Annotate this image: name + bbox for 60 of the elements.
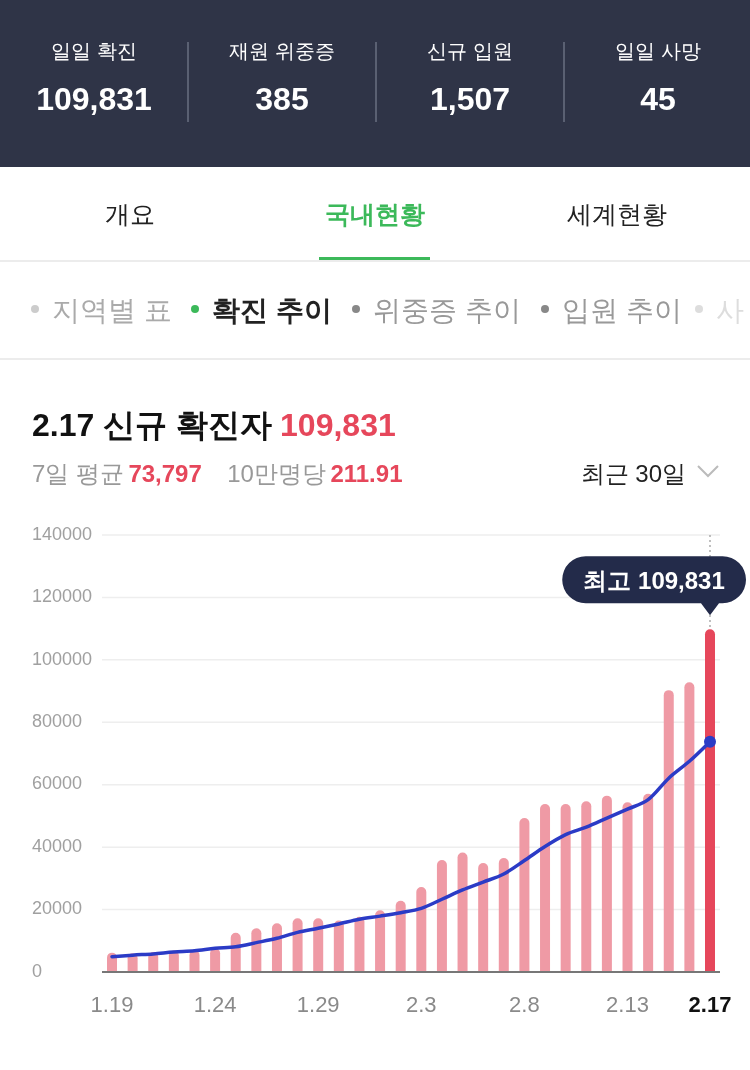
y-tick-label: 20000 [32, 898, 83, 919]
bar [395, 900, 406, 972]
text: 지역별 표 [52, 295, 172, 326]
text: 개요 [105, 200, 155, 228]
y-tick-label: 140000 [32, 523, 93, 544]
x-tick-label: 1.24 [193, 992, 237, 1017]
annotation: 최고 109,831 [583, 566, 725, 594]
text: 211.91 [330, 460, 403, 487]
bar [663, 690, 674, 972]
y-tick-label: 80000 [32, 711, 83, 732]
bar [457, 852, 468, 972]
text: 일일 사망 [615, 40, 701, 62]
text: 385 [255, 81, 309, 117]
text: 7일 평균 [32, 460, 125, 487]
bar [436, 859, 447, 972]
x-tick-label: 2.8 [509, 992, 540, 1017]
text: 위중증 추이 [373, 295, 521, 326]
bar [684, 682, 695, 972]
text: 일일 확진 [51, 40, 137, 62]
bar [416, 887, 427, 972]
bar [643, 793, 654, 972]
y-tick-label: 120000 [32, 586, 93, 607]
x-tick-label: 1.29 [296, 992, 340, 1017]
text: 입원 추이 [562, 295, 682, 326]
bar [519, 818, 530, 972]
y-tick-label: 40000 [32, 835, 83, 856]
x-tick-label: 2.17 [688, 992, 732, 1017]
y-tick-label: 60000 [32, 773, 83, 794]
text: 국내현황 [325, 200, 425, 228]
text: 10만명당 [227, 460, 326, 487]
y-tick-label: 100000 [32, 648, 93, 669]
bar [560, 804, 571, 972]
y-tick-label: 0 [32, 960, 43, 981]
bar [375, 910, 386, 972]
bar [333, 920, 344, 972]
bar [622, 802, 633, 972]
bar [313, 918, 324, 972]
text: 세계현황 [567, 200, 667, 228]
text: 재원 위중증 [229, 40, 335, 62]
text: 73,797 [128, 460, 202, 487]
bar [581, 801, 592, 972]
text: 확진 추이 [212, 295, 332, 326]
text: 신규 입원 [427, 40, 513, 62]
text: 최근 30일 [580, 460, 686, 487]
bar [354, 916, 365, 972]
x-tick-label: 2.3 [406, 992, 437, 1017]
text: 109,831 [36, 81, 152, 117]
bar [210, 948, 221, 972]
chart-title: 2.17 신규 확진자 109,831 [32, 407, 396, 443]
bar [540, 804, 551, 972]
bar [271, 923, 282, 972]
x-tick-label: 2.13 [606, 992, 649, 1017]
bar [292, 918, 303, 972]
bar [498, 858, 509, 972]
bar [601, 795, 612, 972]
text: 1,507 [429, 81, 511, 117]
x-tick-label: 1.19 [90, 992, 134, 1017]
bar [478, 863, 489, 972]
text: 45 [640, 81, 676, 117]
bar [705, 629, 715, 972]
